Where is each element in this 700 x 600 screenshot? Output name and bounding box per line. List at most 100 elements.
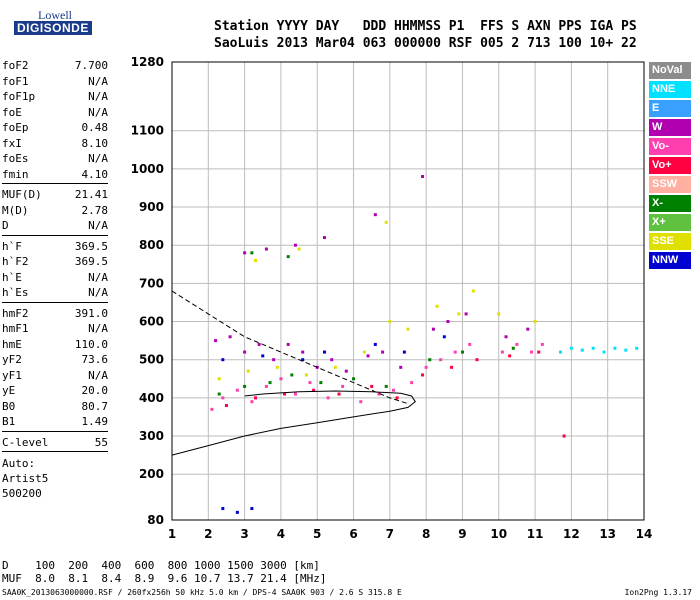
param-separator <box>2 451 108 452</box>
param-row: yE 20.0 <box>2 383 108 399</box>
echo-point <box>257 342 261 346</box>
param-value: N/A <box>88 74 108 88</box>
echo-point <box>264 247 268 251</box>
x-tick-label: 10 <box>490 527 507 541</box>
y-tick-label: 700 <box>139 276 164 290</box>
echo-point <box>235 510 239 514</box>
echo-point <box>635 346 639 350</box>
param-value: 8.10 <box>81 136 109 150</box>
echo-point <box>221 396 225 400</box>
echo-point <box>362 350 366 354</box>
echo-point <box>224 404 228 407</box>
echo-point <box>464 312 468 316</box>
echo-point <box>602 350 606 354</box>
echo-point <box>279 377 283 381</box>
param-row: h`Es N/A <box>2 285 108 301</box>
echo-point <box>439 358 443 362</box>
echo-point <box>457 312 461 316</box>
legend-item: NNE <box>649 81 691 98</box>
y-tick-label: 80 <box>147 513 164 527</box>
echo-point <box>221 507 225 511</box>
x-tick-label: 9 <box>458 527 466 541</box>
model-curve-dashed <box>171 290 409 405</box>
echo-point <box>326 396 330 400</box>
echo-point <box>406 327 410 331</box>
param-label: fxI <box>2 136 22 150</box>
legend-item: X+ <box>649 214 691 231</box>
echo-point <box>254 396 258 400</box>
echo-point <box>529 350 533 354</box>
param-label: hmF2 <box>2 306 29 320</box>
legend-item: Vo- <box>649 138 691 155</box>
echo-point <box>272 358 276 362</box>
legend-item: W <box>649 119 691 136</box>
echo-point <box>250 507 254 511</box>
echo-point <box>304 373 308 377</box>
param-value: 369.5 <box>74 255 108 268</box>
echo-point <box>210 407 214 411</box>
param-row: B1 1.49 <box>2 414 108 430</box>
echo-point <box>341 384 345 388</box>
param-value: N/A <box>88 105 108 119</box>
echo-point <box>591 346 595 350</box>
echo-point <box>246 369 250 373</box>
echo-point <box>613 346 617 350</box>
param-label: h`E <box>2 270 22 284</box>
param-value: 2.78 <box>81 203 109 217</box>
echo-point <box>301 350 305 354</box>
software-version: Ion2Png 1.3.17 <box>624 588 692 597</box>
echo-point <box>384 220 388 224</box>
x-tick-label: 3 <box>240 527 248 541</box>
echo-point <box>250 251 254 255</box>
param-label: D <box>2 219 9 232</box>
y-tick-label: 300 <box>139 429 164 443</box>
echo-point <box>264 384 268 388</box>
lowell-digisonde-logo: Lowell DIGISONDE <box>8 8 92 40</box>
echo-point <box>217 392 221 396</box>
y-tick-label: 900 <box>139 200 164 214</box>
logo-digisonde: DIGISONDE <box>14 21 92 35</box>
echo-point <box>435 304 439 308</box>
param-label: yF2 <box>2 353 22 366</box>
y-tick-label: 800 <box>139 238 164 252</box>
muf-row: MUF 8.0 8.1 8.4 8.9 9.6 10.7 13.7 21.4 [… <box>2 572 327 585</box>
echo-point <box>562 434 566 438</box>
x-tick-label: 8 <box>422 527 430 541</box>
echo-point <box>228 335 232 339</box>
param-value: 80.7 <box>81 399 109 413</box>
param-row: foF1 N/A <box>2 74 108 90</box>
echo-point <box>395 396 399 400</box>
echo-point <box>221 358 225 362</box>
echo-point <box>214 339 218 343</box>
param-value: 391.0 <box>74 306 108 320</box>
param-row: h`E N/A <box>2 270 108 286</box>
profile-curve <box>171 390 416 456</box>
file-info-footer: SAA0K_2013063000000.RSF / 260fx256h 50 k… <box>2 588 402 597</box>
echo-point <box>261 354 265 358</box>
x-tick-label: 6 <box>349 527 357 541</box>
echo-point <box>399 365 403 369</box>
header-line-1: Station YYYY DAY DDD HHMMSS P1 FFS S AXN… <box>214 19 637 34</box>
x-tick-label: 14 <box>636 527 653 541</box>
param-row: M(D) 2.78 <box>2 203 108 219</box>
echo-point <box>453 350 457 354</box>
echo-point <box>352 377 356 381</box>
echo-point <box>446 320 450 324</box>
echo-point <box>624 348 628 352</box>
param-value: N/A <box>88 286 108 299</box>
echo-point <box>497 312 501 316</box>
echo-point <box>526 327 530 331</box>
param-row: fxI 8.10 <box>2 136 108 152</box>
echo-point <box>283 392 287 396</box>
param-label: B1 <box>2 415 16 428</box>
echo-point <box>421 373 425 377</box>
param-separator <box>2 234 108 236</box>
echo-point <box>468 342 472 346</box>
param-row: foE N/A <box>2 105 108 121</box>
param-separator <box>2 301 108 303</box>
echo-point <box>388 320 392 324</box>
echo-point <box>308 381 312 385</box>
legend-item: NoVal <box>649 62 691 79</box>
param-row: yF2 73.6 <box>2 352 108 368</box>
param-label: hmF1 <box>2 322 29 335</box>
